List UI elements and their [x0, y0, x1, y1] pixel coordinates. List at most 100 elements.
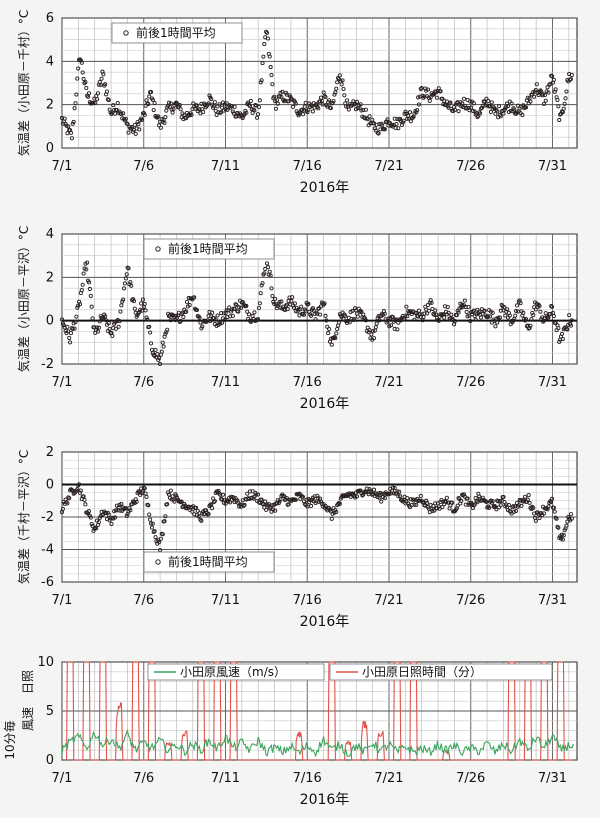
data-point	[75, 76, 80, 81]
data-point	[147, 94, 152, 99]
data-point	[538, 309, 543, 314]
data-point	[192, 295, 197, 300]
data-point	[367, 328, 372, 333]
data-point	[228, 500, 233, 505]
data-point	[445, 304, 450, 310]
data-point	[224, 308, 229, 313]
data-point	[392, 486, 397, 491]
data-point	[125, 265, 130, 270]
data-point	[104, 318, 109, 323]
data-point	[149, 525, 154, 530]
data-point	[113, 326, 119, 331]
data-point	[218, 492, 223, 497]
data-point	[551, 77, 556, 82]
y-axis-label-wind: 風速	[21, 707, 35, 731]
data-point	[136, 122, 141, 127]
data-point	[452, 319, 458, 324]
data-point	[86, 94, 91, 99]
data-point	[123, 276, 128, 281]
data-point	[184, 309, 189, 314]
data-point	[425, 87, 431, 92]
data-point	[402, 111, 407, 116]
data-point	[67, 335, 72, 341]
data-point	[60, 121, 65, 126]
data-point	[426, 308, 431, 313]
data-point	[496, 317, 502, 322]
data-point	[115, 100, 120, 106]
data-point	[336, 500, 342, 506]
data-point	[564, 523, 569, 528]
data-point	[527, 500, 532, 505]
data-point	[386, 316, 391, 321]
data-point	[177, 102, 182, 108]
data-point	[150, 97, 155, 102]
data-point	[84, 85, 89, 91]
data-point	[155, 351, 160, 357]
y-axis-label: 気温差（小田原－平沢）°C	[16, 226, 31, 372]
data-point	[433, 308, 438, 313]
data-point	[546, 504, 551, 509]
data-point	[331, 99, 336, 104]
data-point	[530, 310, 535, 315]
data-point	[262, 271, 267, 276]
data-point	[263, 266, 268, 272]
data-point	[210, 310, 215, 315]
data-point	[199, 518, 204, 523]
data-point	[113, 111, 118, 116]
data-point	[247, 103, 252, 109]
data-point	[270, 503, 275, 508]
data-point	[265, 36, 270, 41]
data-point	[487, 103, 493, 108]
data-point	[514, 508, 519, 514]
data-point	[257, 301, 262, 306]
data-point	[342, 93, 347, 98]
data-point	[347, 320, 352, 325]
x-tick-label: 7/26	[456, 375, 485, 390]
data-point	[332, 335, 337, 340]
data-point	[344, 104, 349, 109]
data-point	[268, 273, 273, 278]
data-point	[107, 327, 112, 332]
x-tick-label: 7/6	[133, 771, 154, 786]
x-tick-label: 7/26	[456, 593, 485, 608]
data-point	[240, 300, 245, 305]
data-point	[486, 314, 491, 319]
data-point	[86, 509, 92, 514]
data-point	[121, 286, 127, 291]
data-point	[333, 507, 338, 513]
data-point	[146, 101, 151, 107]
data-point	[282, 494, 287, 499]
data-point	[466, 304, 471, 309]
data-point	[526, 493, 531, 498]
data-point	[560, 336, 565, 342]
data-point	[220, 492, 226, 497]
data-point	[106, 321, 111, 326]
data-point	[341, 316, 346, 321]
data-point	[148, 517, 153, 522]
data-point	[264, 502, 270, 507]
data-point	[482, 99, 487, 104]
data-point	[101, 72, 106, 77]
data-point	[84, 267, 89, 272]
data-point	[355, 314, 360, 319]
data-point	[259, 283, 264, 288]
data-point	[95, 325, 100, 330]
data-point	[289, 298, 294, 304]
data-point	[156, 114, 161, 119]
data-point	[152, 529, 157, 534]
data-point	[417, 498, 422, 503]
data-point	[528, 323, 533, 328]
data-point	[299, 304, 304, 309]
data-point	[206, 313, 211, 318]
data-point	[178, 107, 183, 112]
data-point	[119, 501, 124, 506]
data-point	[287, 295, 292, 300]
data-point	[523, 317, 529, 322]
data-point	[501, 494, 506, 500]
data-point	[148, 330, 153, 335]
data-point	[200, 511, 205, 516]
data-point	[512, 107, 517, 112]
data-point	[375, 495, 380, 500]
x-tick-label: 7/21	[374, 593, 403, 608]
data-point	[279, 299, 284, 304]
